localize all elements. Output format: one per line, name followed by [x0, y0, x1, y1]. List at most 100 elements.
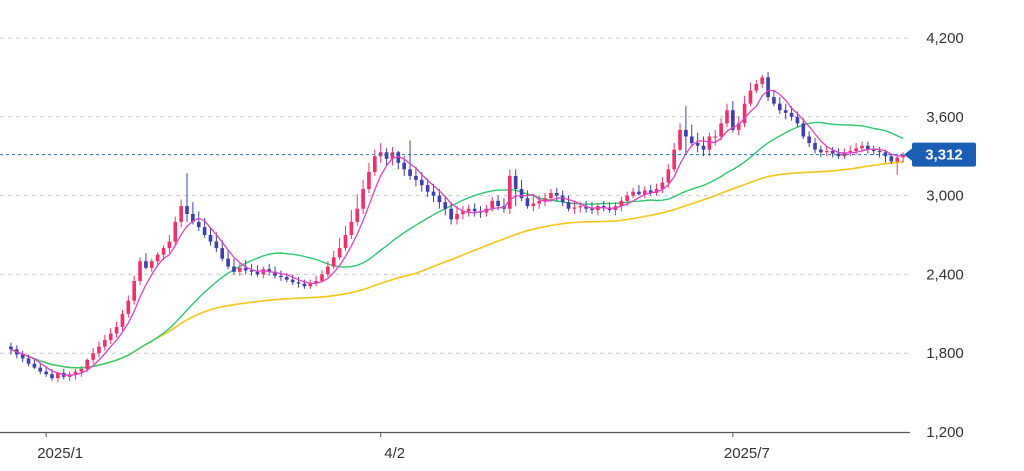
- candle-body: [701, 145, 706, 150]
- candle-body: [895, 157, 900, 162]
- current-price-badge-pointer: [904, 147, 913, 162]
- candle-body: [167, 241, 172, 249]
- candle: [601, 200, 606, 212]
- candle-body: [120, 313, 125, 327]
- candle: [807, 131, 811, 148]
- candle-body: [238, 267, 242, 272]
- candle: [525, 190, 530, 209]
- candle-body: [408, 169, 412, 176]
- candle: [349, 210, 354, 239]
- candle-body: [425, 185, 430, 192]
- candle: [455, 206, 459, 225]
- candle: [56, 372, 60, 383]
- candle-body: [584, 206, 588, 209]
- candle-body: [601, 206, 606, 208]
- candle-body: [513, 175, 518, 190]
- candle-body: [889, 156, 894, 162]
- candle: [596, 203, 600, 216]
- candle: [889, 153, 894, 165]
- y-axis-ticks: 4,200 3,600 3,000 2,400 1,800 1,200: [926, 30, 964, 441]
- candle: [748, 82, 753, 107]
- candle: [103, 334, 107, 351]
- candle-body: [754, 83, 759, 91]
- candle: [261, 266, 266, 279]
- candle: [431, 183, 436, 203]
- candle: [449, 202, 453, 225]
- candle-body: [97, 346, 101, 354]
- candle-body: [637, 191, 641, 195]
- ma-short-path: [10, 89, 904, 376]
- candle-body: [249, 270, 254, 272]
- candle: [126, 295, 131, 318]
- candle-body: [419, 179, 424, 186]
- candle-body: [543, 198, 547, 201]
- candle-body: [455, 213, 459, 220]
- candle: [408, 140, 412, 180]
- candle-body: [226, 258, 230, 267]
- candle-body: [725, 110, 729, 124]
- candle: [238, 262, 242, 276]
- candle-body: [132, 280, 137, 301]
- candle: [79, 366, 84, 377]
- candle: [226, 249, 230, 270]
- candle-body: [32, 363, 37, 368]
- candle-body: [308, 283, 313, 287]
- candle: [678, 123, 682, 151]
- candle-body: [648, 190, 653, 193]
- candle-body: [296, 282, 301, 284]
- candle-body: [144, 261, 148, 268]
- candle: [44, 366, 48, 377]
- candle: [326, 261, 330, 278]
- candle-body: [331, 257, 336, 267]
- candle-body: [149, 261, 154, 268]
- candle-body: [719, 123, 723, 137]
- candle-body: [202, 227, 207, 235]
- candle: [32, 358, 37, 369]
- candle-body: [390, 152, 395, 159]
- candle-body: [279, 275, 283, 278]
- candle-body: [748, 90, 753, 104]
- candle-body: [795, 116, 800, 124]
- moving-average-mid-line: [10, 121, 904, 369]
- candle: [883, 149, 888, 163]
- candle-body: [214, 241, 219, 249]
- candle: [267, 263, 272, 276]
- candle-body: [255, 271, 260, 275]
- candle-body: [578, 206, 583, 208]
- candle-body: [355, 208, 360, 222]
- candle: [132, 275, 137, 305]
- candle: [819, 145, 823, 158]
- candle-body: [384, 152, 389, 159]
- candle-body: [760, 77, 765, 84]
- current-price-badge: 3,312: [904, 142, 976, 167]
- candle-body: [414, 175, 418, 180]
- candle: [871, 145, 876, 155]
- candle: [519, 179, 524, 201]
- candle-body: [326, 266, 330, 275]
- candle-body: [777, 103, 782, 111]
- candle: [713, 129, 718, 146]
- candle: [701, 136, 706, 157]
- candle-body: [302, 283, 307, 287]
- candle-body: [537, 200, 541, 204]
- candle: [566, 195, 571, 212]
- candle: [695, 132, 700, 153]
- candle: [766, 72, 770, 102]
- candle: [196, 211, 201, 232]
- candle: [149, 258, 154, 272]
- candle-body: [742, 103, 747, 124]
- candle: [513, 169, 518, 207]
- candle-body: [179, 206, 183, 222]
- y-tick-label: 2,400: [926, 266, 964, 283]
- candle-body: [284, 277, 289, 280]
- candle-body: [866, 145, 870, 150]
- candle-body: [290, 279, 295, 283]
- candle: [443, 195, 448, 216]
- candle: [208, 227, 213, 246]
- candle-body: [736, 123, 741, 130]
- candle-body: [273, 271, 277, 276]
- candle-body: [684, 129, 688, 137]
- candle: [144, 253, 148, 270]
- candle: [777, 97, 782, 115]
- candle: [830, 147, 835, 158]
